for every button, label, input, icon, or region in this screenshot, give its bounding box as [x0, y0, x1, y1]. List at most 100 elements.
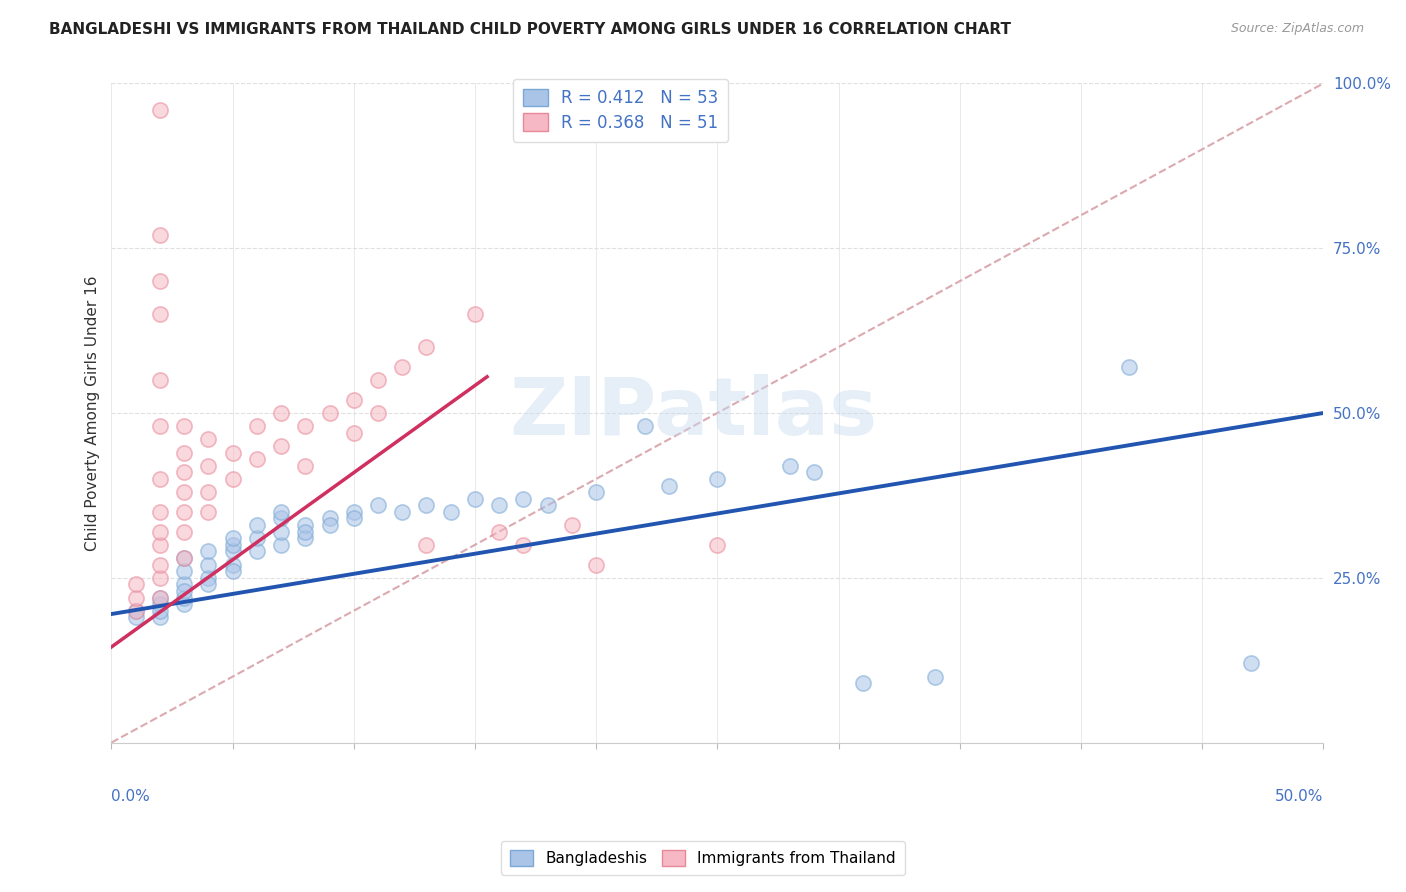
Point	[415, 538, 437, 552]
Point	[343, 511, 366, 525]
Point	[124, 577, 146, 591]
Point	[343, 425, 366, 440]
Legend: Bangladeshis, Immigrants from Thailand: Bangladeshis, Immigrants from Thailand	[501, 841, 905, 875]
Point	[124, 604, 146, 618]
Point	[343, 505, 366, 519]
Point	[464, 491, 486, 506]
Point	[221, 472, 243, 486]
Point	[270, 439, 292, 453]
Point	[633, 419, 655, 434]
Point	[149, 419, 172, 434]
Point	[367, 373, 389, 387]
Text: 50.0%: 50.0%	[1275, 789, 1323, 804]
Point	[173, 564, 195, 578]
Point	[318, 518, 340, 533]
Point	[658, 478, 681, 492]
Text: BANGLADESHI VS IMMIGRANTS FROM THAILAND CHILD POVERTY AMONG GIRLS UNDER 16 CORRE: BANGLADESHI VS IMMIGRANTS FROM THAILAND …	[49, 22, 1011, 37]
Point	[149, 610, 172, 624]
Point	[197, 505, 219, 519]
Point	[246, 518, 269, 533]
Point	[221, 564, 243, 578]
Point	[803, 466, 825, 480]
Point	[1239, 657, 1261, 671]
Point	[221, 544, 243, 558]
Point	[149, 524, 172, 539]
Y-axis label: Child Poverty Among Girls Under 16: Child Poverty Among Girls Under 16	[86, 276, 100, 550]
Point	[149, 307, 172, 321]
Point	[149, 591, 172, 605]
Point	[415, 498, 437, 512]
Point	[391, 359, 413, 374]
Point	[149, 558, 172, 572]
Point	[415, 340, 437, 354]
Point	[246, 544, 269, 558]
Point	[270, 538, 292, 552]
Point	[246, 531, 269, 545]
Point	[197, 433, 219, 447]
Point	[149, 538, 172, 552]
Point	[197, 571, 219, 585]
Legend: R = 0.412   N = 53, R = 0.368   N = 51: R = 0.412 N = 53, R = 0.368 N = 51	[513, 78, 728, 142]
Point	[318, 406, 340, 420]
Point	[149, 591, 172, 605]
Point	[270, 524, 292, 539]
Point	[173, 485, 195, 500]
Point	[318, 511, 340, 525]
Point	[221, 445, 243, 459]
Point	[173, 505, 195, 519]
Point	[149, 472, 172, 486]
Point	[246, 419, 269, 434]
Point	[197, 558, 219, 572]
Point	[706, 538, 728, 552]
Point	[488, 524, 510, 539]
Point	[149, 373, 172, 387]
Point	[173, 419, 195, 434]
Point	[197, 577, 219, 591]
Point	[221, 538, 243, 552]
Point	[173, 466, 195, 480]
Point	[173, 445, 195, 459]
Point	[294, 419, 316, 434]
Point	[706, 472, 728, 486]
Point	[173, 551, 195, 566]
Point	[561, 518, 583, 533]
Text: Source: ZipAtlas.com: Source: ZipAtlas.com	[1230, 22, 1364, 36]
Point	[173, 597, 195, 611]
Point	[124, 591, 146, 605]
Point	[270, 511, 292, 525]
Point	[173, 577, 195, 591]
Point	[512, 491, 534, 506]
Point	[173, 551, 195, 566]
Point	[270, 505, 292, 519]
Point	[367, 406, 389, 420]
Point	[149, 571, 172, 585]
Point	[924, 670, 946, 684]
Point	[1118, 359, 1140, 374]
Point	[246, 452, 269, 467]
Point	[440, 505, 463, 519]
Point	[585, 558, 607, 572]
Point	[585, 485, 607, 500]
Point	[149, 604, 172, 618]
Point	[367, 498, 389, 512]
Point	[221, 531, 243, 545]
Point	[221, 558, 243, 572]
Point	[124, 610, 146, 624]
Point	[197, 485, 219, 500]
Point	[343, 392, 366, 407]
Point	[512, 538, 534, 552]
Point	[537, 498, 560, 512]
Point	[464, 307, 486, 321]
Point	[779, 458, 801, 473]
Point	[197, 544, 219, 558]
Point	[294, 518, 316, 533]
Point	[852, 676, 875, 690]
Point	[270, 406, 292, 420]
Point	[149, 103, 172, 117]
Point	[173, 524, 195, 539]
Point	[149, 274, 172, 288]
Point	[173, 584, 195, 599]
Point	[294, 458, 316, 473]
Point	[488, 498, 510, 512]
Point	[149, 505, 172, 519]
